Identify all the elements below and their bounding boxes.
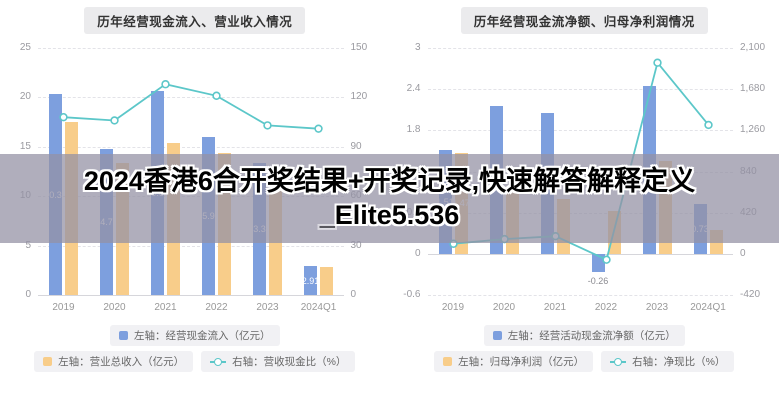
x-category-label: 2022	[205, 302, 228, 313]
axis-tick-right: 0	[350, 289, 357, 300]
axis-tick-right: 2,100	[740, 42, 766, 53]
gridline	[38, 146, 344, 148]
axis-tick-right: -420	[740, 289, 761, 300]
page: 历年经营现金流入、营业收入情况 051015202503060901201502…	[0, 0, 779, 372]
legend-row: 左轴：归母净利润（亿元） 右轴：净现比（%）	[434, 351, 735, 372]
legend-item: 右轴：净现比（%）	[601, 351, 735, 372]
legend-swatch	[443, 357, 453, 366]
gridline	[427, 89, 733, 91]
gridline	[38, 295, 344, 296]
axis-tick-right: 150	[350, 42, 368, 53]
x-category-label: 2021	[543, 302, 567, 313]
legend-label: 左轴：经营现金流入（亿元）	[134, 330, 271, 342]
line-marker	[59, 112, 68, 122]
legend-label: 左轴：归母净利润（亿元）	[458, 356, 585, 368]
x-category-label: 2020	[103, 302, 126, 313]
overlay-text-line2: _Elite5.536	[319, 199, 460, 230]
legend-item: 左轴：经营活动现金流净额（亿元）	[483, 325, 685, 346]
axis-tick-left: 20	[19, 91, 31, 103]
line-marker	[601, 255, 611, 264]
line-marker	[703, 120, 713, 130]
gridline	[427, 295, 733, 296]
axis-tick-left: 25	[19, 42, 31, 53]
gridline	[38, 48, 344, 49]
axis-tick-right: 120	[350, 91, 368, 103]
axis-tick-left: 0	[414, 247, 421, 259]
legend-line-marker	[214, 357, 223, 366]
chart-title: 历年经营现金流入、营业收入情况	[84, 7, 306, 34]
line-marker	[110, 116, 119, 125]
legend-row: 左轴：经营活动现金流净额（亿元）	[483, 325, 685, 346]
x-category-label: 2024Q1	[300, 302, 337, 313]
x-category-label: 2019	[52, 302, 75, 313]
legend-swatch	[119, 331, 128, 340]
legend-label: 右轴：营收现金比（%）	[232, 356, 347, 368]
gridline	[427, 253, 733, 255]
line-marker	[263, 121, 272, 130]
legend: 左轴：经营现金流入（亿元） 左轴：营业总收入（亿元） 右轴：营收现金比（%）	[0, 325, 390, 372]
legend-label: 左轴：经营活动现金流净额（亿元）	[507, 330, 676, 342]
legend-line-marker	[614, 357, 623, 366]
axis-tick-left: 3	[414, 42, 421, 53]
x-category-label: 2024Q1	[690, 302, 726, 313]
line-marker	[212, 91, 221, 100]
axis-tick-right: 1,260	[740, 124, 766, 136]
axis-tick-right: 90	[350, 140, 362, 152]
axis-tick-right: 0	[740, 247, 746, 259]
axis-tick-left: 5	[25, 239, 31, 251]
legend-label: 右轴：净现比（%）	[632, 356, 726, 368]
legend-line-swatch	[210, 357, 227, 366]
bar-segment	[320, 267, 333, 295]
legend-swatch	[43, 357, 53, 366]
trend-line	[59, 80, 323, 133]
x-category-label: 2020	[492, 302, 516, 313]
spam-overlay-banner: 2024香港6合开奖结果+开奖记录,快速解答解释定义 _Elite5.536	[0, 154, 779, 243]
legend-line-swatch	[610, 357, 627, 366]
axis-tick-left: 15	[19, 140, 31, 152]
gridline	[38, 97, 344, 99]
legend-row: 左轴：营业总收入（亿元） 右轴：营收现金比（%）	[34, 351, 356, 372]
chart-title-wrap: 历年经营现金流入、营业收入情况	[0, 0, 390, 44]
chart-title-wrap: 历年经营现金流净额、归母净利润情况	[390, 0, 779, 44]
legend-label: 左轴：营业总收入（亿元）	[58, 356, 185, 368]
line-marker	[314, 124, 323, 133]
bar-value-label: 2.91	[301, 275, 320, 286]
legend-item: 右轴：营收现金比（%）	[201, 351, 356, 372]
legend-item: 左轴：归母净利润（亿元）	[434, 351, 594, 372]
axis-tick-left: 0	[25, 289, 31, 300]
legend-row: 左轴：经营现金流入（亿元）	[110, 325, 280, 346]
axis-tick-right: 30	[350, 239, 362, 251]
bar-value-label: -0.26	[587, 275, 609, 286]
x-category-label: 2022	[594, 302, 618, 313]
x-category-label: 2023	[256, 302, 279, 313]
overlay-text-line1: 2024香港6合开奖结果+开奖记录,快速解答解释定义	[83, 165, 696, 196]
x-category-label: 2019	[441, 302, 465, 313]
x-category-label: 2023	[645, 302, 669, 313]
axis-tick-left: 2.4	[406, 83, 421, 95]
gridline	[38, 245, 344, 247]
gridline	[427, 48, 733, 49]
x-category-label: 2021	[154, 302, 177, 313]
chart-title: 历年经营现金流净额、归母净利润情况	[460, 7, 708, 34]
legend: 左轴：经营活动现金流净额（亿元） 左轴：归母净利润（亿元） 右轴：净现比（%）	[390, 325, 779, 372]
legend-item: 左轴：营业总收入（亿元）	[34, 351, 194, 372]
axis-tick-left: -0.6	[403, 289, 421, 300]
legend-swatch	[492, 331, 502, 340]
line-marker	[161, 80, 170, 89]
bar-segment	[304, 266, 317, 295]
line-marker	[652, 58, 662, 67]
legend-item: 左轴：经营现金流入（亿元）	[110, 325, 280, 346]
axis-tick-right: 1,680	[740, 83, 766, 95]
axis-tick-left: 1.8	[406, 124, 421, 136]
gridline	[427, 130, 733, 132]
